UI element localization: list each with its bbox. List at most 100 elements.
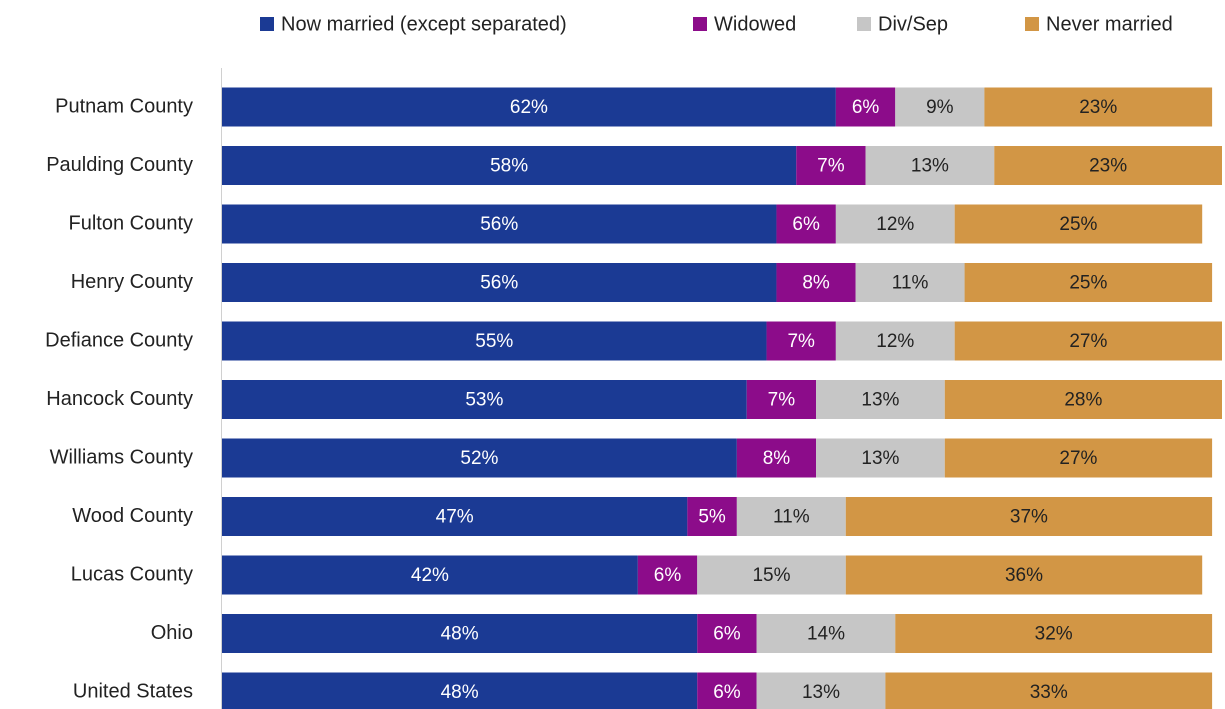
bar-segment <box>944 380 1222 419</box>
data-label: 25% <box>1069 273 1107 294</box>
data-label: 13% <box>861 390 899 411</box>
data-label: 14% <box>807 624 845 645</box>
data-label: 62% <box>510 97 548 118</box>
data-label: 12% <box>876 214 914 235</box>
legend-swatch <box>260 17 274 31</box>
category-label: United States <box>73 680 193 702</box>
bar-segment <box>222 87 836 127</box>
category-label: Ohio <box>151 622 193 644</box>
legend-label: Never married <box>1046 13 1173 35</box>
bar-segment <box>222 146 797 185</box>
category-label: Defiance County <box>45 329 193 351</box>
legend-swatch <box>693 17 707 31</box>
data-label: 7% <box>768 390 796 411</box>
bar-segment <box>222 614 698 653</box>
bar-segment <box>222 555 638 595</box>
bar-segment <box>816 380 945 419</box>
bar-segment <box>222 497 688 536</box>
bar-segment <box>222 672 698 709</box>
data-label: 56% <box>480 273 518 294</box>
bar-segment <box>697 555 846 595</box>
category-label: Hancock County <box>46 388 193 410</box>
legend-swatch <box>1025 17 1039 31</box>
data-label: 47% <box>436 507 474 528</box>
data-label: 32% <box>1035 624 1073 645</box>
category-label: Henry County <box>71 271 193 293</box>
bar-segment <box>746 380 817 419</box>
bar-segment <box>944 438 1213 478</box>
bar-segment <box>895 614 1213 653</box>
data-label: 23% <box>1089 156 1127 177</box>
data-label: 6% <box>852 97 880 118</box>
data-label: 6% <box>654 565 682 586</box>
bar-segment <box>835 321 955 361</box>
bar-segment <box>835 87 896 127</box>
bar-segment <box>736 438 817 478</box>
data-label: 52% <box>460 448 498 469</box>
category-label: Williams County <box>50 446 193 468</box>
data-label: 6% <box>713 624 741 645</box>
bar-segment <box>816 438 945 478</box>
data-label: 33% <box>1030 682 1068 703</box>
data-label: 9% <box>926 97 954 118</box>
legend-swatch <box>857 17 871 31</box>
bar-segment <box>954 321 1222 361</box>
bar-segment <box>845 497 1213 536</box>
data-label: 55% <box>475 331 513 352</box>
data-label: 15% <box>752 565 790 586</box>
legend-label: Now married (except separated) <box>281 13 567 35</box>
bar-segment <box>222 380 747 419</box>
legend-label: Widowed <box>714 13 796 35</box>
bar-segment <box>964 263 1213 302</box>
category-label: Fulton County <box>68 212 193 234</box>
bar-segment <box>222 204 777 244</box>
bar-segment <box>855 263 965 302</box>
category-label: Lucas County <box>71 563 193 585</box>
bar-segment <box>222 438 737 478</box>
data-label: 37% <box>1010 507 1048 528</box>
data-label: 13% <box>861 448 899 469</box>
data-label: 27% <box>1069 331 1107 352</box>
data-label: 13% <box>802 682 840 703</box>
data-label: 6% <box>713 682 741 703</box>
data-label: 12% <box>876 331 914 352</box>
bar-segment <box>994 146 1222 185</box>
bar-segment <box>222 321 767 361</box>
bar-segment <box>885 672 1213 709</box>
data-label: 7% <box>787 331 815 352</box>
bar-segment <box>736 497 846 536</box>
data-label: 53% <box>465 390 503 411</box>
bar-segment <box>697 614 757 653</box>
data-label: 48% <box>441 624 479 645</box>
bar-segment <box>756 614 896 653</box>
bar-segment <box>835 204 955 244</box>
data-label: 8% <box>802 273 830 294</box>
data-label: 8% <box>763 448 791 469</box>
data-label: 42% <box>411 565 449 586</box>
data-label: 25% <box>1059 214 1097 235</box>
data-label: 58% <box>490 156 528 177</box>
bar-segment <box>697 672 757 709</box>
data-label: 11% <box>773 507 810 528</box>
bar-segment <box>845 555 1203 595</box>
category-label: Wood County <box>72 505 193 527</box>
bar-segment <box>776 263 856 302</box>
category-label: Paulding County <box>46 154 193 176</box>
category-label: Putnam County <box>55 95 193 117</box>
data-label: 23% <box>1079 97 1117 118</box>
data-label: 27% <box>1059 448 1097 469</box>
data-label: 7% <box>817 156 845 177</box>
data-label: 5% <box>698 507 726 528</box>
bar-segment <box>954 204 1203 244</box>
bar-segment <box>766 321 836 361</box>
data-label: 28% <box>1064 390 1102 411</box>
bar-segment <box>756 672 886 709</box>
data-label: 36% <box>1005 565 1043 586</box>
bar-segment <box>222 263 777 302</box>
data-label: 13% <box>911 156 949 177</box>
bar-segment <box>895 87 985 127</box>
legend-label: Div/Sep <box>878 13 948 35</box>
bar-segment <box>776 204 836 244</box>
bar-segment <box>865 146 995 185</box>
